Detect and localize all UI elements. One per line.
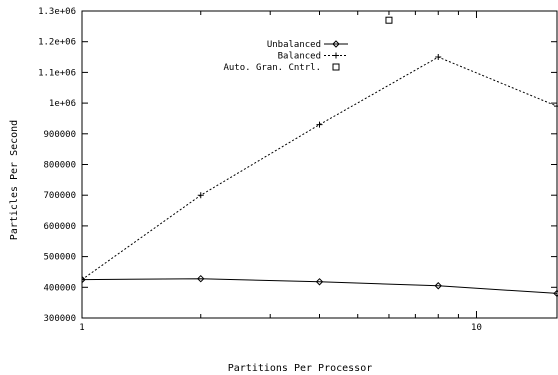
diamond-marker <box>82 275 86 284</box>
legend-label: Unbalanced <box>267 40 321 50</box>
series-line <box>82 56 558 281</box>
y-tick-label: 1e+06 <box>49 99 76 109</box>
series-layer <box>82 16 558 298</box>
plus-marker <box>316 121 323 128</box>
series-unbalanced <box>82 274 558 298</box>
diamond-marker <box>553 289 558 298</box>
plus-marker <box>554 103 558 110</box>
diamond-marker <box>332 40 340 48</box>
series-balanced <box>82 54 558 283</box>
y-tick-label: 700000 <box>43 191 76 201</box>
square-marker <box>332 63 340 71</box>
y-tick-label: 1.2e+06 <box>38 38 76 48</box>
y-axis-label: Particles Per Second <box>9 120 20 240</box>
legend-label: Auto. Gran. Cntrl. <box>223 63 321 73</box>
series-auto-gran-cntrl <box>385 16 393 24</box>
y-tick-label: 600000 <box>43 222 76 232</box>
x-axis-label: Partitions Per Processor <box>228 363 373 374</box>
y-tick-label: 300000 <box>43 314 76 324</box>
y-tick-label: 900000 <box>43 130 76 140</box>
plus-marker <box>82 276 85 283</box>
x-tick-label: 1 <box>79 323 84 333</box>
plus-marker <box>197 192 204 199</box>
diamond-marker <box>434 282 442 290</box>
diamond-marker <box>315 278 324 286</box>
y-axis-ticks: 300000 400000 500000 600000 700000 800000 9000… <box>38 7 557 324</box>
y-tick-label: 400000 <box>43 283 76 293</box>
y-tick-label: 800000 <box>43 161 76 171</box>
square-marker <box>385 16 393 24</box>
legend-label: Balanced <box>278 52 321 62</box>
y-tick-label: 1.3e+06 <box>38 7 76 17</box>
y-tick-label: 1.1e+06 <box>38 68 76 78</box>
diamond-marker <box>197 274 205 283</box>
plus-marker <box>333 52 339 59</box>
x-axis-ticks: 1 10 <box>79 11 482 333</box>
x-tick-label: 10 <box>471 323 482 333</box>
y-tick-label: 500000 <box>43 253 76 263</box>
plus-marker <box>435 54 442 61</box>
series-line <box>82 278 558 294</box>
